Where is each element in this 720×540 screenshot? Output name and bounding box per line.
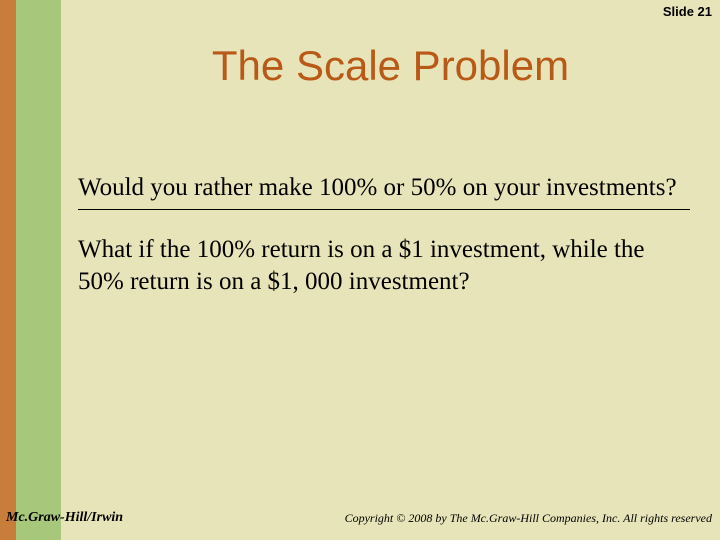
accent-bar-inner: [16, 0, 61, 540]
paragraph-2: What if the 100% return is on a $1 inves…: [78, 234, 690, 297]
underline-rule: [78, 209, 690, 210]
copyright-label: Copyright © 2008 by The Mc.Graw-Hill Com…: [345, 511, 712, 526]
accent-bar-outer: [0, 0, 16, 540]
publisher-label: Mc.Graw-Hill/Irwin: [6, 510, 123, 526]
slide-body: Would you rather make 100% or 50% on you…: [78, 172, 690, 297]
paragraph-1: Would you rather make 100% or 50% on you…: [78, 172, 690, 203]
slide-number: Slide 21: [663, 4, 712, 19]
slide-title: The Scale Problem: [61, 42, 720, 90]
